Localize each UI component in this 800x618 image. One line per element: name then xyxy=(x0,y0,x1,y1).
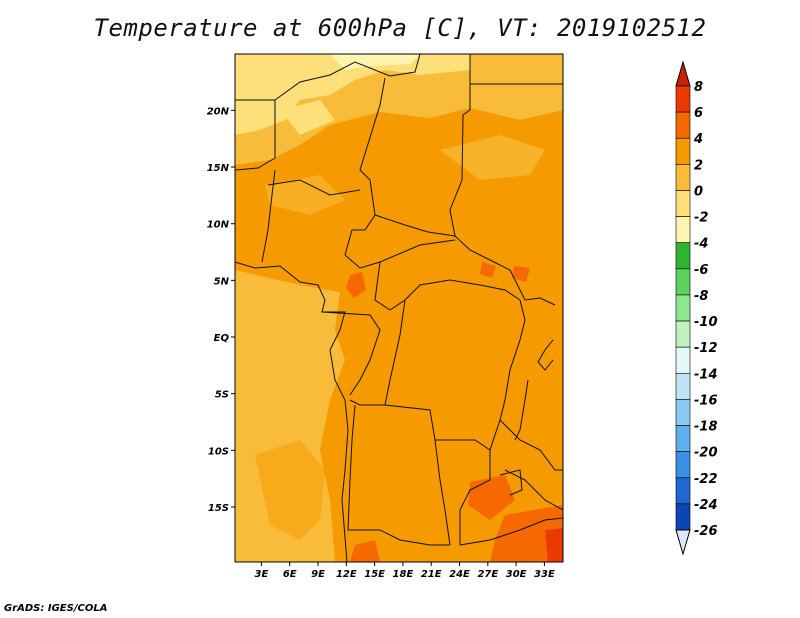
colorbar-box xyxy=(675,268,691,296)
colorbar-box xyxy=(675,85,691,113)
lon-tick-label: 27E xyxy=(477,569,498,580)
colorbar-box xyxy=(675,190,691,217)
field-4-6-patch xyxy=(468,475,515,520)
lat-tick-label: 5N xyxy=(214,276,230,287)
colorbar-label: -16 xyxy=(694,393,718,408)
colorbar-box xyxy=(675,451,691,479)
field-4-6-patch xyxy=(490,505,563,562)
colorbar-label: -24 xyxy=(694,498,718,513)
longitude-axis: 3E 6E 9E 12E 15E 18E 21E 24E 27E 30E 33E xyxy=(255,562,555,580)
lon-tick-label: 30E xyxy=(506,569,527,580)
colorbar-label: 0 xyxy=(694,184,703,199)
latitude-axis: 20N 15N 10N 5N EQ 5S 10S 15S xyxy=(207,106,235,514)
colorbar-label: -2 xyxy=(694,211,708,226)
lon-tick-label: 6E xyxy=(283,569,297,580)
colorbar-label: -8 xyxy=(694,289,708,304)
colorbar-label: -22 xyxy=(694,472,718,487)
field-2-4-patch xyxy=(255,440,325,540)
page-title: Temperature at 600hPa [C], VT: 201910251… xyxy=(93,14,707,42)
colorbar-label: -14 xyxy=(694,367,718,382)
colorbar-top-triangle xyxy=(675,60,691,87)
colorbar-box xyxy=(675,242,691,270)
colorbar-label: -12 xyxy=(694,341,718,356)
colorbar-box xyxy=(675,399,691,426)
colorbar-label: 6 xyxy=(694,106,703,121)
field-neg4-neg2 xyxy=(330,54,420,70)
colorbar-label: 2 xyxy=(694,158,703,173)
lat-tick-label: 10N xyxy=(207,220,230,231)
borders xyxy=(235,54,563,562)
field-4-6-patch xyxy=(350,540,380,562)
field-0-2-patch xyxy=(265,175,345,215)
colorbar-label: 4 xyxy=(693,132,703,147)
colorbar-box xyxy=(675,294,691,322)
field-neg2-0 xyxy=(235,54,470,135)
plot-frame xyxy=(234,53,564,563)
colorbar-label: -26 xyxy=(694,524,718,539)
lat-tick-label: EQ xyxy=(214,333,230,344)
colorbar-box xyxy=(675,216,691,244)
credit-label: GrADS: IGES/COLA xyxy=(4,603,108,614)
temperature-field xyxy=(235,54,563,562)
lon-tick-label: 33E xyxy=(534,569,555,580)
lon-tick-label: 18E xyxy=(393,569,414,580)
lon-tick-label: 24E xyxy=(449,569,470,580)
field-4-6-patch xyxy=(512,266,530,282)
colorbar-box xyxy=(675,111,691,139)
lat-tick-label: 20N xyxy=(207,106,230,117)
colorbar-box xyxy=(675,425,691,452)
lat-tick-label: 15N xyxy=(207,163,230,174)
colorbar-label: -4 xyxy=(694,237,708,252)
colorbar-box xyxy=(675,164,691,191)
lon-tick-label: 9E xyxy=(311,569,325,580)
lon-tick-label: 21E xyxy=(421,569,442,580)
colorbar-box xyxy=(675,137,691,165)
field-4-6-patch xyxy=(480,262,496,278)
lon-tick-label: 12E xyxy=(336,569,357,580)
colorbar-bottom-triangle xyxy=(675,529,691,556)
colorbar-box xyxy=(675,320,691,348)
lat-tick-label: 15S xyxy=(208,503,229,514)
lon-tick-label: 15E xyxy=(364,569,385,580)
lat-tick-label: 5S xyxy=(215,390,229,401)
colorbar-label: -20 xyxy=(694,446,718,461)
colorbar-label: -10 xyxy=(694,315,718,330)
colorbar-label: -6 xyxy=(694,263,708,278)
colorbar: 8 6 4 2 0 -2 -4 -6 -8 -10 -12 -14 -16 -18 -20 -22 -24 -26 xyxy=(675,60,718,556)
colorbar-box xyxy=(675,372,691,400)
lon-tick-label: 3E xyxy=(255,569,269,580)
colorbar-box xyxy=(675,346,691,374)
colorbar-box xyxy=(675,477,691,505)
colorbar-label: 8 xyxy=(694,80,703,95)
field-neg2-0-patch xyxy=(280,100,335,135)
field-4-6-patch xyxy=(346,272,366,298)
colorbar-label: -18 xyxy=(694,420,718,435)
field-6-8-patch xyxy=(545,528,563,562)
colorbar-box xyxy=(675,503,691,531)
field-0-2-patch xyxy=(440,135,545,180)
lat-tick-label: 10S xyxy=(208,446,229,457)
